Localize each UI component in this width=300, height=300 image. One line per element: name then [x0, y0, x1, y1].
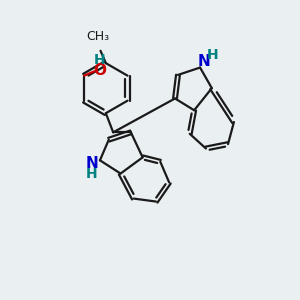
Text: CH₃: CH₃: [87, 29, 110, 43]
Text: N: N: [85, 156, 98, 171]
Text: H: H: [86, 167, 98, 181]
Text: N: N: [197, 54, 210, 69]
Text: O: O: [93, 63, 106, 78]
Text: H: H: [94, 53, 106, 67]
Text: H: H: [207, 48, 218, 62]
